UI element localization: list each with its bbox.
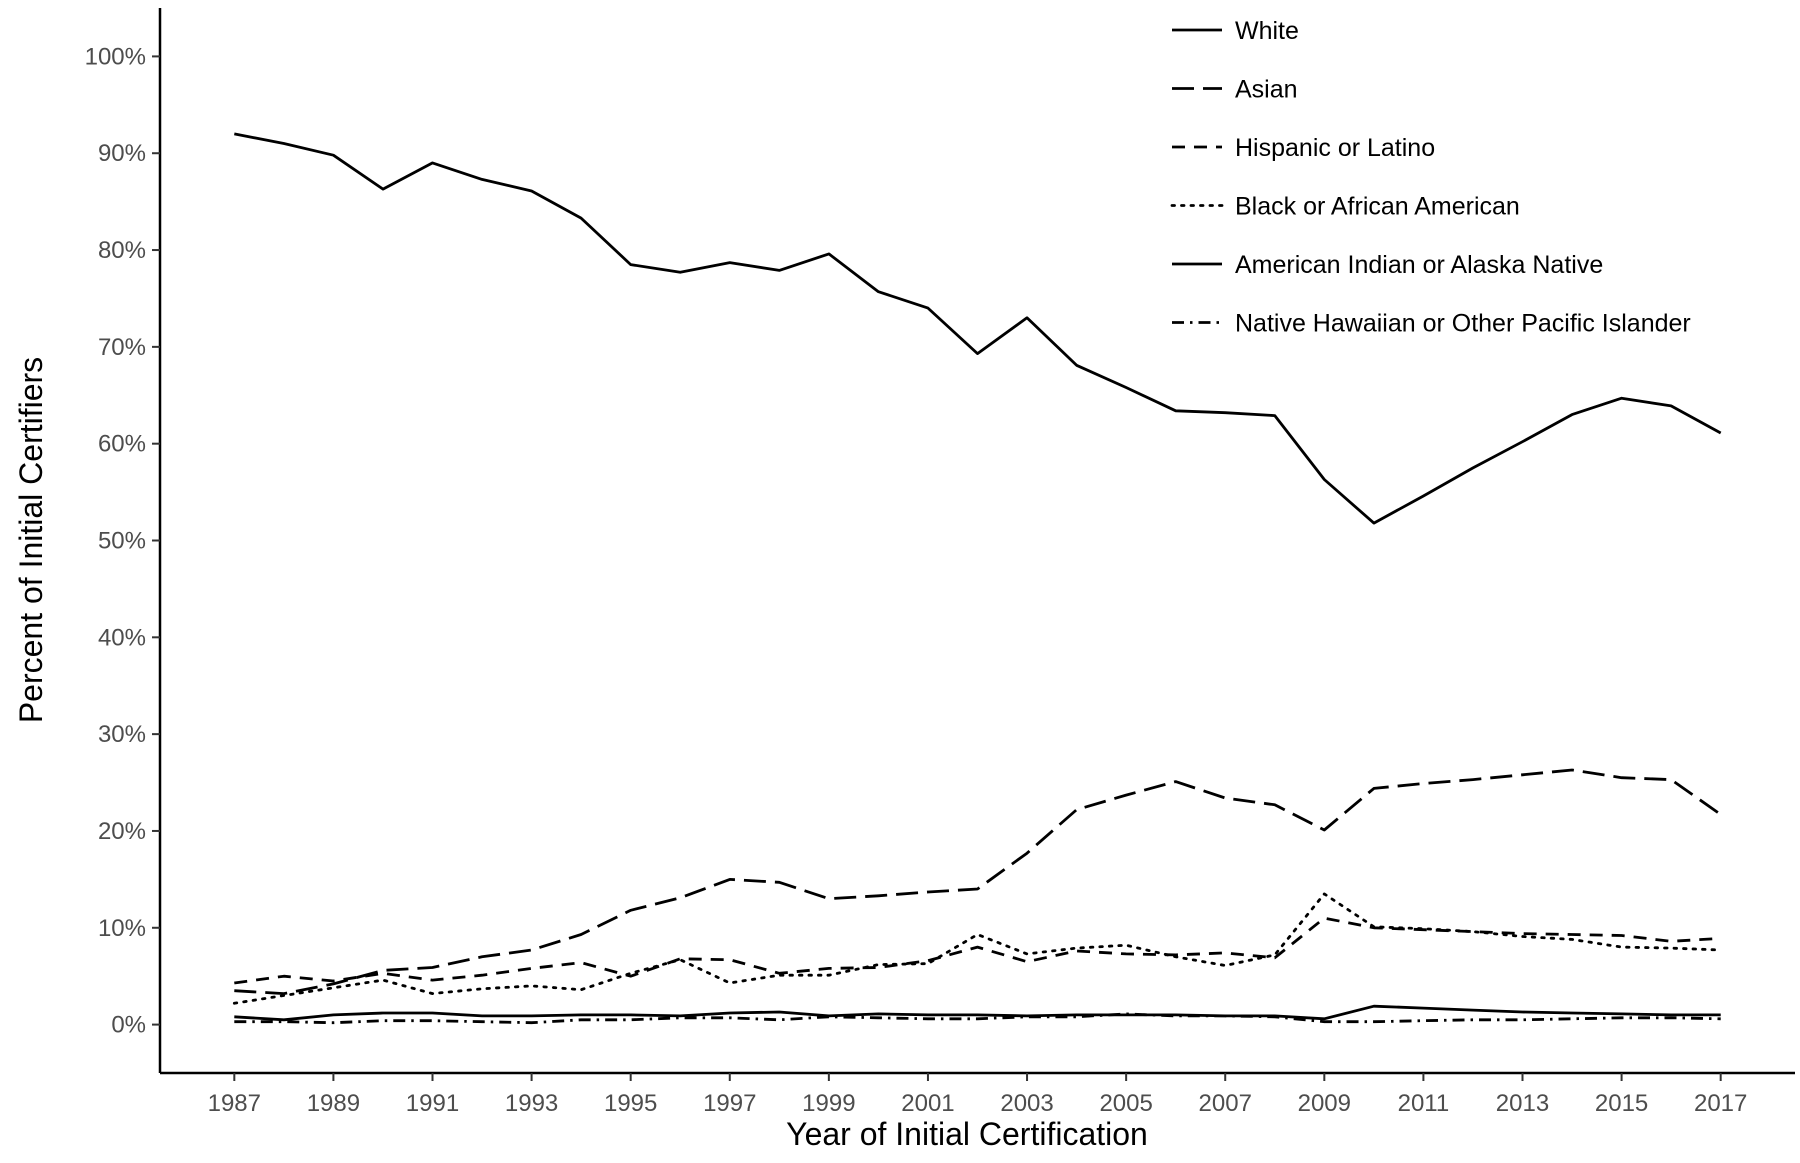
legend-label-white: White (1235, 17, 1299, 45)
x-tick-label: 2013 (1496, 1090, 1549, 1117)
y-tick-label: 90% (98, 140, 146, 167)
x-axis-title: Year of Initial Certification (786, 1116, 1148, 1152)
x-tick-label: 2011 (1398, 1090, 1450, 1117)
x-tick-label: 1999 (802, 1090, 855, 1117)
legend-label-american-indian-or-alaska-native: American Indian or Alaska Native (1235, 251, 1603, 279)
legend: White Asian Hispanic or Latino Black or Afr… (1170, 17, 1691, 338)
y-axis-title: Percent of Initial Certifiers (13, 357, 49, 723)
legend-label-asian: Asian (1235, 76, 1298, 104)
series-line-black-or-african-american (232, 892, 1723, 1005)
y-tick-label: 60% (98, 431, 146, 458)
x-tick-label: 2005 (1099, 1090, 1152, 1117)
series-layer (232, 132, 1723, 1025)
x-tick-label: 1995 (604, 1090, 657, 1117)
y-tick-label: 30% (98, 721, 146, 748)
x-tick-label: 2009 (1298, 1090, 1351, 1117)
x-tick-label: 2015 (1595, 1090, 1648, 1117)
x-tick-label: 2003 (1000, 1090, 1053, 1117)
axes: 0% 10% 20% 30% 40% 50% 60% 70% 80% 90% 100% 1987 198… (85, 8, 1795, 1117)
x-tick-label: 2007 (1199, 1090, 1252, 1117)
y-tick-label: 40% (98, 624, 146, 651)
x-tick-label: 2001 (901, 1090, 954, 1117)
series-line-asian (234, 768, 1722, 995)
y-tick-label: 0% (111, 1012, 146, 1039)
legend-label-black-or-african-american: Black or African American (1235, 193, 1520, 221)
x-tick-label: 1993 (505, 1090, 558, 1117)
legend-label-hispanic-or-latino: Hispanic or Latino (1235, 134, 1435, 162)
x-tick-label: 1989 (307, 1090, 360, 1117)
y-tick-label: 10% (98, 915, 146, 942)
y-tick-label: 80% (98, 237, 146, 264)
y-tick-label: 20% (98, 818, 146, 845)
x-tick-label: 1997 (703, 1090, 756, 1117)
series-line-white (234, 132, 1722, 525)
series-line-american-indian-or-alaska-native (234, 1004, 1721, 1022)
series-line-hispanic-or-latino (234, 916, 1721, 985)
y-tick-label: 100% (85, 43, 146, 70)
y-tick-label: 50% (98, 528, 146, 555)
x-tick-label: 1987 (208, 1090, 261, 1117)
series-line-native-hawaiian-or-other-pacific-islander (234, 1012, 1721, 1025)
x-tick-label: 1991 (406, 1090, 459, 1117)
y-tick-label: 70% (98, 334, 146, 361)
x-tick-label: 2017 (1694, 1090, 1747, 1117)
legend-label-native-hawaiian-or-other-pacific-islander: Native Hawaiian or Other Pacific Islande… (1235, 310, 1691, 338)
